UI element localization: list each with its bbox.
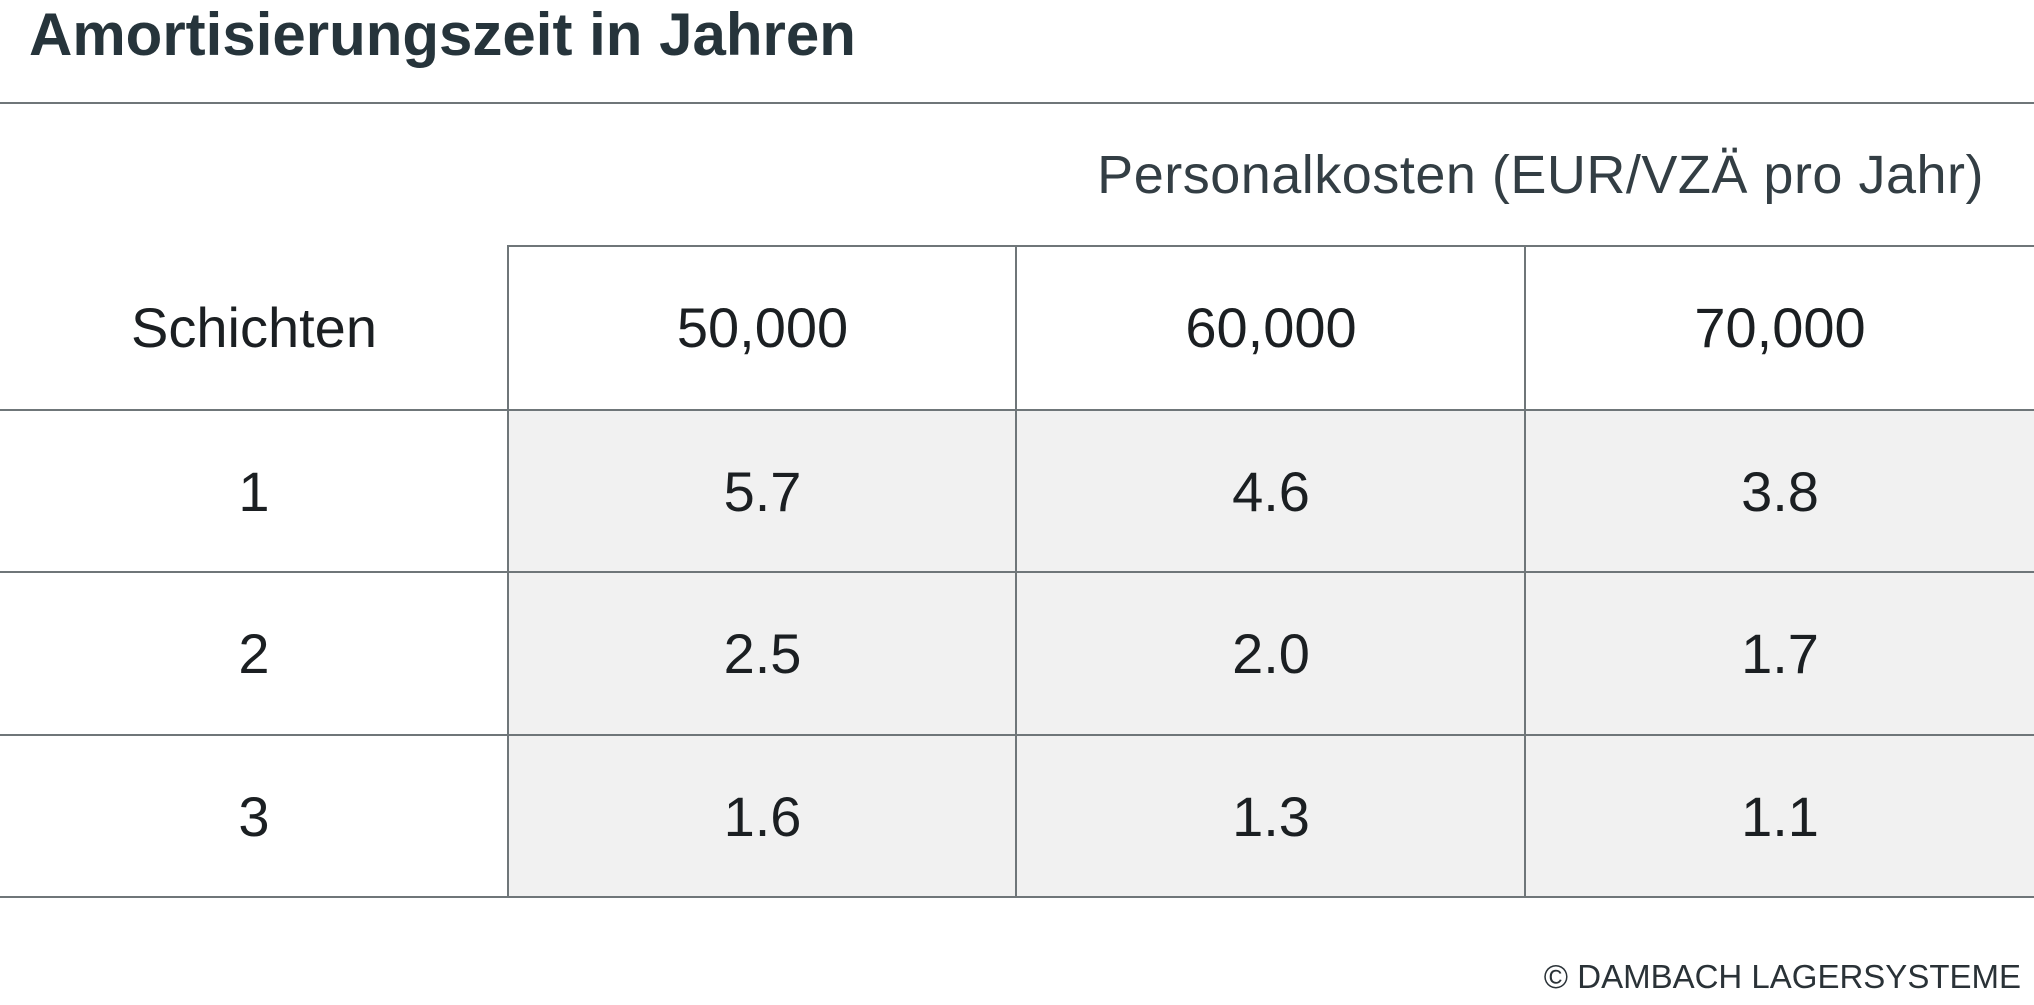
table-bottom-rule: [0, 896, 2034, 898]
column-divider: [1015, 245, 1017, 898]
header-bottom-rule: [0, 409, 2034, 411]
row-label: 3: [238, 784, 270, 848]
row-header-label: Schichten: [131, 296, 377, 359]
column-divider: [507, 245, 509, 898]
page-title: Amortisierungszeit in Jahren: [29, 1, 856, 68]
row-divider: [0, 734, 2034, 736]
column-header: 50,000: [676, 296, 849, 359]
row-divider: [0, 571, 2034, 573]
table-cell: 3.8: [1526, 411, 2034, 571]
table-cell: 1.6: [509, 736, 1016, 896]
column-header: 60,000: [1185, 296, 1357, 359]
table-cell: 1.1: [1526, 736, 2034, 896]
title-divider: [0, 102, 2034, 104]
table-cell: 1.3: [1017, 736, 1525, 896]
row-label: 2: [238, 622, 270, 685]
table-cell: 2.5: [509, 573, 1016, 734]
table-cell: 2.0: [1017, 573, 1525, 734]
copyright-notice: © DAMBACH LAGERSYSTEME: [1543, 958, 2021, 995]
table-cell: 5.7: [509, 411, 1016, 571]
header-top-rule: [508, 245, 2034, 247]
table-cell: 1.7: [1526, 573, 2034, 734]
column-divider: [1524, 245, 1526, 898]
column-group-header: Personalkosten (EUR/VZÄ pro Jahr): [1097, 145, 1984, 205]
table-cell: 4.6: [1017, 411, 1525, 571]
column-header: 70,000: [1694, 296, 1866, 359]
row-label: 1: [238, 459, 270, 523]
